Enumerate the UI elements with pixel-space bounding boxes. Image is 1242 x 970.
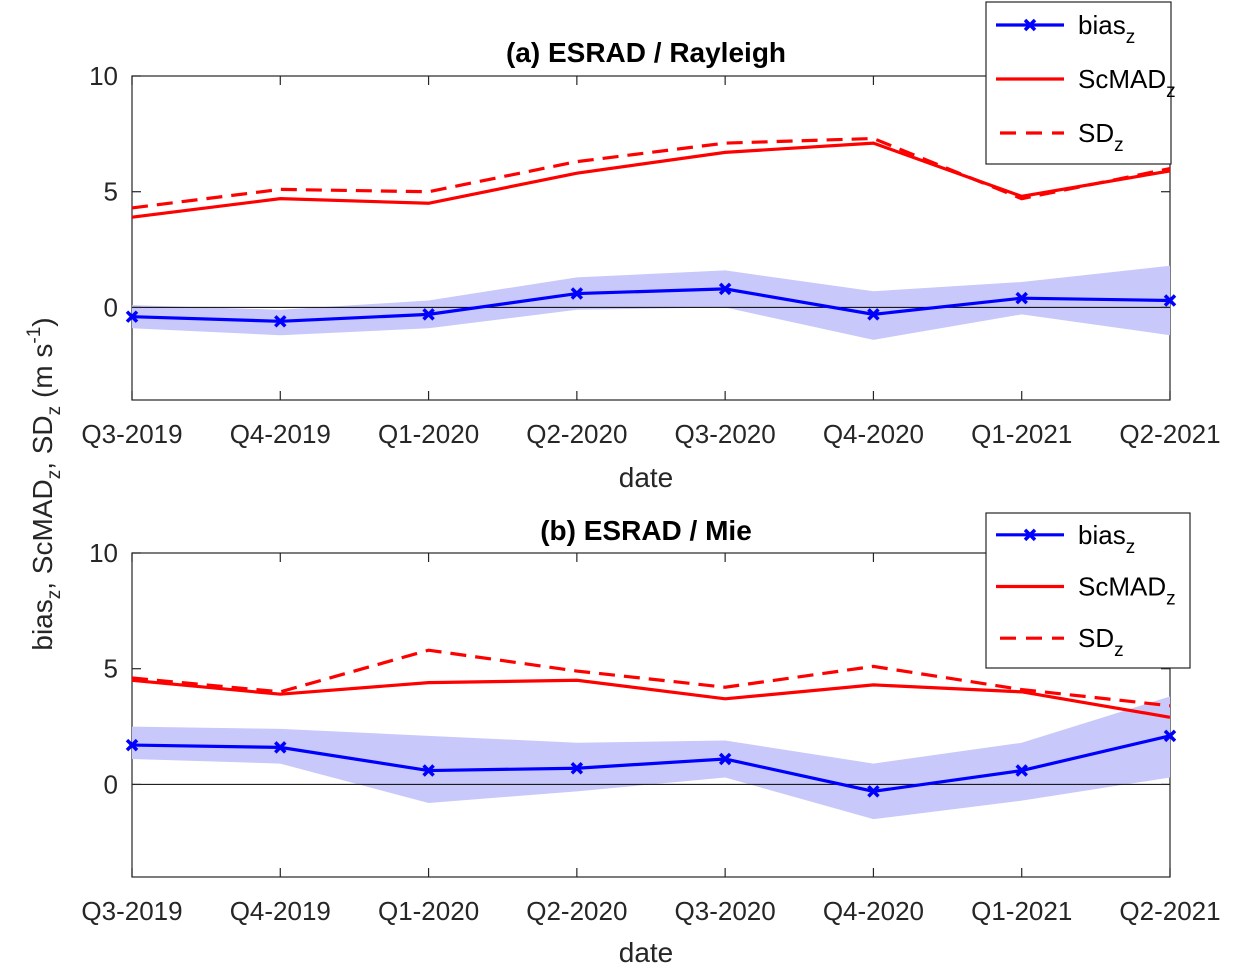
bias-marker: [125, 310, 139, 323]
x-tick-label: Q1-2021: [971, 896, 1072, 926]
legend-label-main: ScMAD: [1078, 64, 1166, 94]
x-axis-label: date: [619, 937, 674, 968]
bias-marker: [422, 308, 435, 321]
chart-title: (a) ESRAD / Rayleigh: [506, 37, 786, 68]
bias-marker: [1015, 291, 1028, 305]
x-tick-label: Q4-2020: [823, 419, 924, 449]
y-tick-label: 0: [104, 769, 118, 799]
x-tick-label: Q3-2020: [675, 419, 776, 449]
bias-marker: [274, 741, 287, 754]
legend-label-main: SD: [1078, 623, 1114, 653]
legend-label-sub: z: [1166, 589, 1176, 610]
x-tick-label: Q2-2021: [1119, 896, 1220, 926]
legend-label-sub: z: [1114, 135, 1124, 156]
x-axis-label: date: [619, 462, 674, 493]
legend-marker: [1023, 528, 1037, 542]
bias-marker: [1163, 294, 1177, 307]
y-tick-label: 10: [89, 61, 118, 91]
legend-label: biasz: [1078, 520, 1135, 558]
x-tick-label: Q2-2021: [1119, 419, 1220, 449]
legend-marker: [1023, 18, 1037, 32]
legend-label: SDz: [1078, 118, 1124, 156]
scmad-line: [131, 141, 1171, 219]
x-tick-label: Q2-2020: [526, 419, 627, 449]
y-axis-label: biasz, ScMADz, SDz (m s-1): [24, 317, 65, 650]
bias-marker: [570, 287, 584, 300]
y-tick-label: 5: [104, 177, 118, 207]
legend-label-main: SD: [1078, 118, 1114, 148]
x-tick-label: Q4-2019: [230, 419, 331, 449]
axes-box: [131, 75, 1171, 401]
panel-a: (a) ESRAD / Rayleigh Q3-2019 Q4-2019 Q1-202…: [81, 1, 1221, 493]
bias-marker: [274, 315, 287, 328]
bias-marker: [718, 282, 732, 296]
sd-line: [131, 648, 1171, 708]
legend-label-sub: z: [1126, 27, 1136, 48]
legend-label-main: bias: [1078, 10, 1126, 40]
x-tick-label: Q4-2020: [823, 896, 924, 926]
bias-marker: [125, 738, 139, 752]
bias-marker: [718, 752, 732, 766]
scmad-line: [131, 678, 1171, 719]
legend-label: SDz: [1078, 623, 1124, 661]
legend-label: ScMADz: [1078, 64, 1176, 102]
legend-box: [985, 1, 1172, 165]
legend-label-main: ScMAD: [1078, 572, 1166, 602]
legend-label-sub: z: [1166, 81, 1176, 102]
chart-title: (b) ESRAD / Mie: [540, 515, 752, 546]
legend-label-main: bias: [1078, 520, 1126, 550]
bias-marker: [1163, 729, 1177, 743]
bias-line: [131, 734, 1171, 793]
bias-line: [131, 287, 1171, 323]
y-tick-label: 10: [89, 538, 118, 568]
bias-uncertainty-band: [132, 696, 1170, 820]
bias-marker: [867, 308, 880, 321]
x-tick-label: Q1-2020: [378, 419, 479, 449]
legend-label: biasz: [1078, 10, 1135, 48]
bias-uncertainty-band: [132, 265, 1170, 340]
x-tick-label: Q1-2020: [378, 896, 479, 926]
legend-label: ScMADz: [1078, 572, 1176, 610]
bias-marker: [570, 761, 584, 775]
x-tick-label: Q4-2019: [230, 896, 331, 926]
legend-label-sub: z: [1126, 537, 1136, 558]
y-tick-label: 5: [104, 654, 118, 684]
panel-b: (b) ESRAD / Mie Q3-2019 Q4-2019 Q1-2020 Q2-2…: [81, 512, 1221, 968]
bias-marker: [1015, 764, 1028, 777]
x-tick-label: Q2-2020: [526, 896, 627, 926]
y-tick-label: 0: [104, 292, 118, 322]
bias-marker: [867, 785, 880, 798]
legend-box: [985, 512, 1191, 669]
x-tick-label: Q3-2019: [81, 896, 182, 926]
x-tick-label: Q3-2020: [675, 896, 776, 926]
x-tick-label: Q3-2019: [81, 419, 182, 449]
legend-label-sub: z: [1114, 640, 1124, 661]
bias-marker: [422, 764, 435, 777]
x-tick-label: Q1-2021: [971, 419, 1072, 449]
